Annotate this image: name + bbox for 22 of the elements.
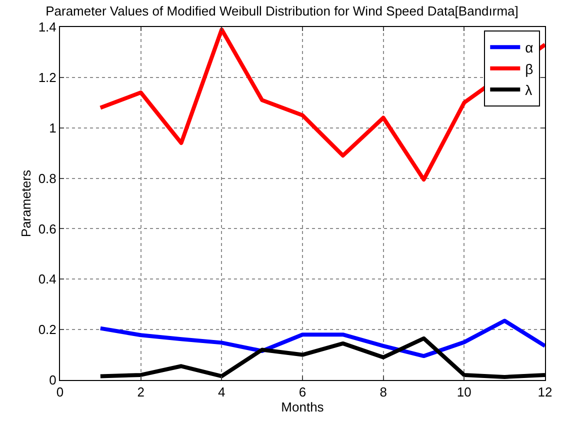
x-tick-label: 4	[218, 384, 226, 400]
legend-label: α	[525, 40, 534, 56]
y-tick-label: 1	[49, 120, 56, 136]
y-tick-label: 0.8	[38, 170, 56, 186]
chart-title: Parameter Values of Modified Weibull Distribution for Wind Speed Data[Bandırma]	[46, 3, 518, 18]
x-tick-label: 12	[538, 384, 552, 400]
y-tick-label: 0.6	[38, 221, 56, 236]
x-tick-label: 10	[456, 384, 472, 400]
y-axis-title: Parameters	[18, 169, 34, 238]
x-tick-label: 8	[380, 384, 387, 400]
line-series	[98, 28, 545, 182]
line-series	[98, 318, 545, 358]
y-tick-label: 0	[49, 372, 56, 388]
x-tick-label: 6	[298, 384, 306, 400]
y-tick-label: 1.4	[38, 20, 56, 35]
legend-label: λ	[525, 82, 532, 98]
y-tick-label: 0.2	[38, 322, 56, 338]
x-axis-title: Months	[281, 400, 324, 415]
y-tick-label: 0.4	[38, 272, 56, 287]
x-tick-label: 2	[137, 384, 144, 400]
y-tick-label: 1.2	[38, 70, 56, 85]
legend-label: β	[525, 60, 534, 77]
